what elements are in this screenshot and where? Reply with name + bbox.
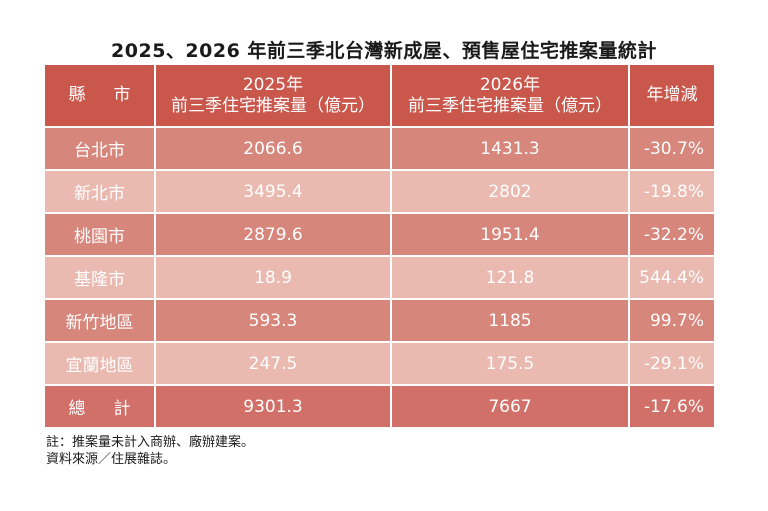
data-table: 縣市 2025年 前三季住宅推案量（億元） 2026年 前三季住宅推案量（億元）… (45, 65, 714, 429)
cell-2026-total: 7667 (392, 386, 630, 429)
cell-county: 新北市 (45, 171, 156, 214)
total-label: 總計 (68, 399, 159, 419)
table-title: 2025、2026 年前三季北台灣新成屋、預售屋住宅推案量統計 (111, 40, 657, 62)
cell-2025-total: 9301.3 (156, 386, 392, 429)
header-2026-desc: 前三季住宅推案量（億元） (408, 95, 612, 116)
header-county: 縣市 (45, 65, 156, 128)
cell-change-total: -17.6% (630, 386, 714, 429)
cell-2026: 121.8 (392, 257, 630, 300)
cell-county: 新竹地區 (45, 300, 156, 343)
cell-county: 宜蘭地區 (45, 343, 156, 386)
header-2025: 2025年 前三季住宅推案量（億元） (156, 65, 392, 128)
cell-change: -32.2% (630, 214, 714, 257)
cell-county: 桃園市 (45, 214, 156, 257)
cell-change: 544.4% (630, 257, 714, 300)
cell-2025: 593.3 (156, 300, 392, 343)
header-2026: 2026年 前三季住宅推案量（億元） (392, 65, 630, 128)
cell-change: 99.7% (630, 300, 714, 343)
header-2025-year: 2025年 (242, 74, 304, 95)
cell-change: -29.1% (630, 343, 714, 386)
cell-change: -30.7% (630, 128, 714, 171)
cell-2025: 18.9 (156, 257, 392, 300)
header-2025-desc: 前三季住宅推案量（億元） (171, 95, 375, 116)
header-county-label: 縣市 (68, 85, 159, 105)
footnotes: 註：推案量未計入商辦、廠辦建案。 資料來源／住展雜誌。 (46, 434, 254, 468)
cell-county: 基隆市 (45, 257, 156, 300)
cell-2025: 2066.6 (156, 128, 392, 171)
cell-2026: 1431.3 (392, 128, 630, 171)
cell-2026: 1185 (392, 300, 630, 343)
cell-county-total: 總計 (45, 386, 156, 429)
cell-2025: 3495.4 (156, 171, 392, 214)
cell-2026: 1951.4 (392, 214, 630, 257)
cell-2026: 175.5 (392, 343, 630, 386)
cell-county: 台北市 (45, 128, 156, 171)
header-change: 年增減 (630, 65, 714, 128)
cell-change: -19.8% (630, 171, 714, 214)
cell-2025: 247.5 (156, 343, 392, 386)
cell-2026: 2802 (392, 171, 630, 214)
note-source: 資料來源／住展雜誌。 (46, 452, 177, 467)
cell-2025: 2879.6 (156, 214, 392, 257)
header-2026-year: 2026年 (479, 74, 541, 95)
note-exclusion: 註：推案量未計入商辦、廠辦建案。 (46, 435, 255, 450)
